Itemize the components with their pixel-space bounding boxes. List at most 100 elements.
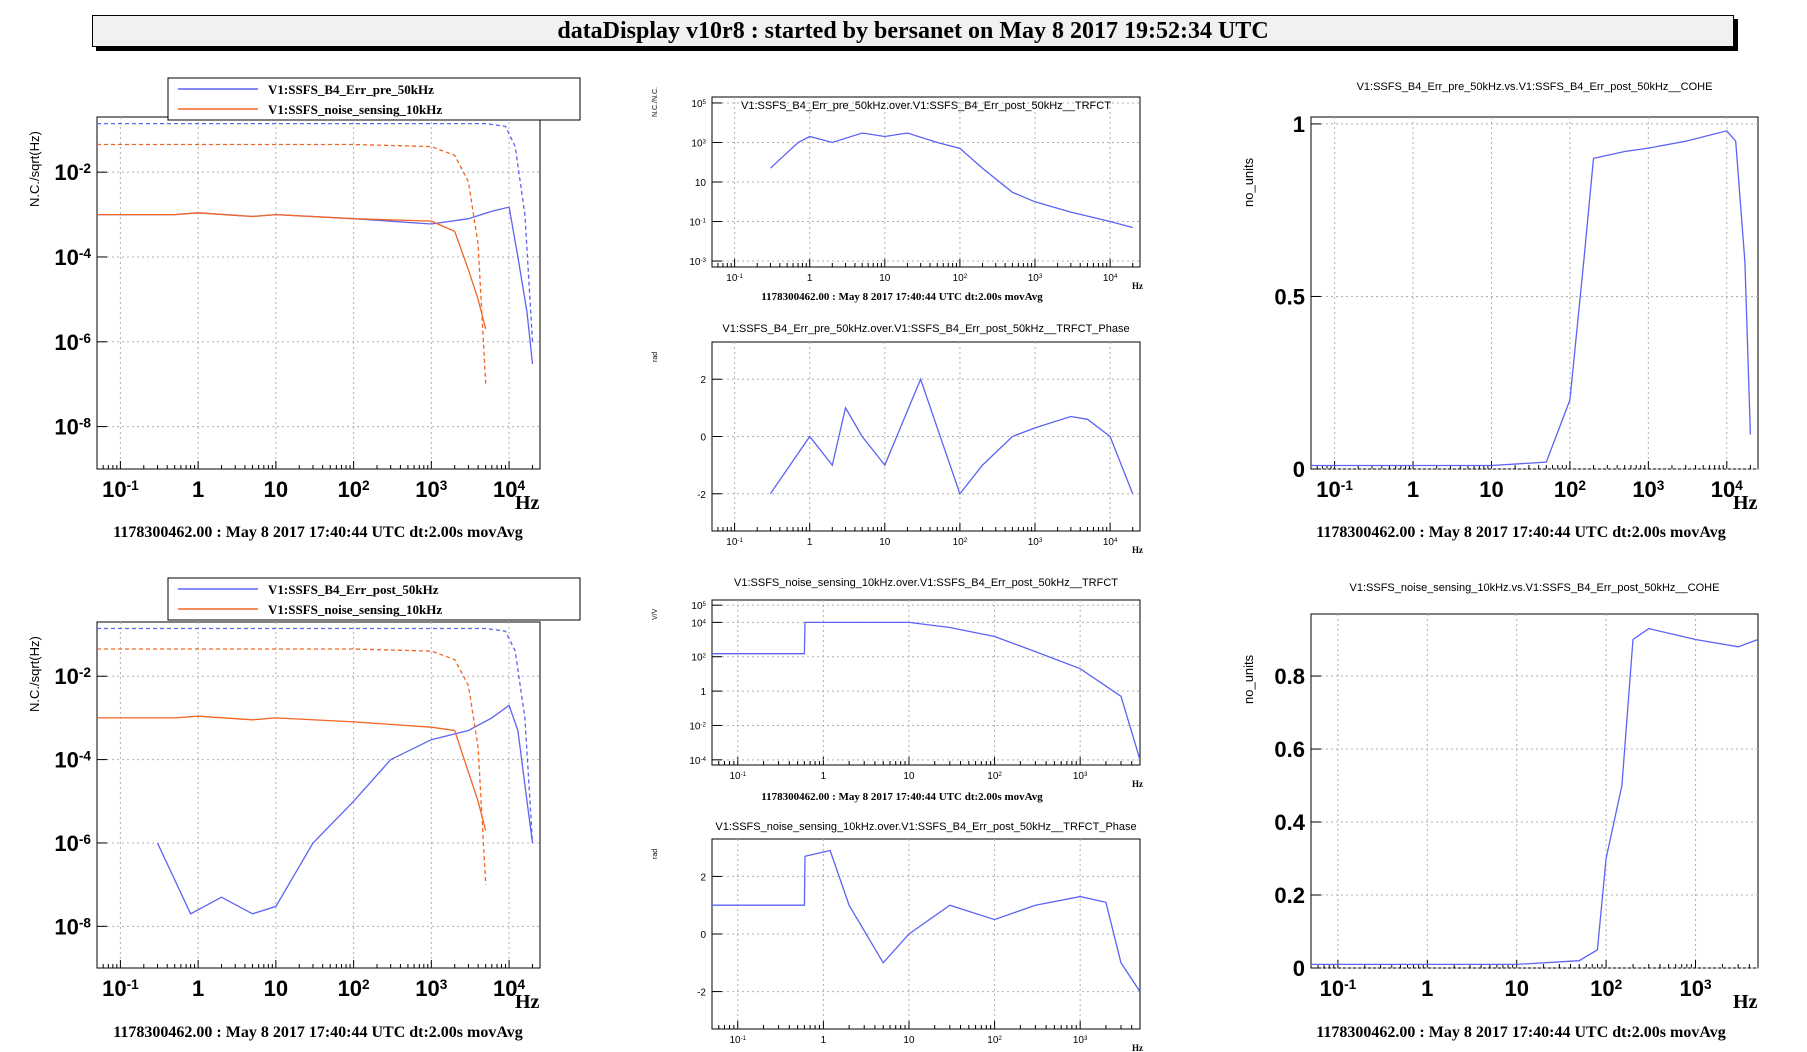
x-tick-label: 10-1 <box>729 1035 746 1047</box>
x-tick-label: 1 <box>1407 477 1419 502</box>
x-tick-label: 103 <box>415 477 447 502</box>
series-line <box>769 377 1134 496</box>
chart-title: V1:SSFS_noise_sensing_10kHz.over.V1:SSFS… <box>734 577 1118 589</box>
y-tick-label: 10-2 <box>54 664 91 689</box>
x-tick-label: 10-1 <box>726 273 743 285</box>
plot-frame <box>96 621 541 969</box>
plot-frame <box>711 341 1141 532</box>
series-line <box>769 132 1133 229</box>
y-axis-label: N.C./N.C. <box>652 87 659 117</box>
x-tick-label: 1 <box>192 976 204 1001</box>
y-tick-label: 10-4 <box>54 748 91 773</box>
chart-cohe-top: 10-1 1 10 102 103 104 1 0.5 0 Hz no_units V1:SSFS_B… <box>1241 81 1759 541</box>
legend-entry: V1:SSFS_noise_sensing_10kHz <box>268 602 442 617</box>
y-tick-label: 1 <box>700 687 706 698</box>
legend-entry: V1:SSFS_B4_Err_post_50kHz <box>268 582 439 597</box>
y-tick-label: 2 <box>700 872 706 883</box>
y-tick-label: -2 <box>697 490 706 501</box>
plot-frame <box>1310 613 1759 969</box>
x-tick-label: 104 <box>493 477 525 502</box>
series-line <box>97 212 487 330</box>
y-axis-label: V/V <box>652 608 659 620</box>
y-tick-label: 0 <box>1293 457 1305 482</box>
x-tick-label: 1 <box>1421 976 1433 1001</box>
x-tick-label: 10-1 <box>1316 477 1353 502</box>
plot-frame <box>711 96 1141 268</box>
chart-title: V1:SSFS_B4_Err_pre_50kHz.over.V1:SSFS_B4… <box>741 100 1111 112</box>
x-axis-label: Hz <box>1733 991 1758 1013</box>
chart-phase-bottom: 10-1 1 10 102 103 2 0 -2 Hz rad V1:SSFS_noise_sens… <box>652 821 1143 1052</box>
chart-footer: 1178300462.00 : May 8 2017 17:40:44 UTC … <box>113 1024 522 1041</box>
series-line <box>1311 627 1758 966</box>
x-tick-label: 102 <box>987 771 1002 783</box>
y-axis-label: N.C./sqrt(Hz) <box>27 636 42 712</box>
legend-entry: V1:SSFS_B4_Err_pre_50kHz <box>268 82 434 97</box>
y-tick-label: 0 <box>700 433 706 444</box>
x-tick-label: 1 <box>807 273 813 284</box>
chart-cohe-bottom: 10-1 1 10 102 103 0.8 0.6 0.4 0.2 0 Hz no_units V1:S… <box>1241 582 1759 1041</box>
x-axis-label: Hz <box>1733 492 1758 514</box>
y-tick-label: 10-3 <box>689 257 706 269</box>
legend-box <box>167 77 581 121</box>
x-tick-label: 103 <box>415 976 447 1001</box>
x-tick-label: 1 <box>821 1035 827 1046</box>
x-tick-label: 1 <box>807 537 813 548</box>
x-tick-label: 10 <box>1479 477 1503 502</box>
y-tick-label: 0.2 <box>1274 883 1305 908</box>
chart-footer: 1178300462.00 : May 8 2017 17:40:44 UTC … <box>113 524 522 541</box>
y-tick-label: 10-4 <box>54 245 91 270</box>
y-tick-label: 105 <box>691 601 706 613</box>
x-tick-label: 10-1 <box>729 771 746 783</box>
x-tick-label: 10 <box>903 771 915 782</box>
x-tick-label: 10 <box>264 477 288 502</box>
series-line <box>1311 130 1752 467</box>
x-axis-label: Hz <box>1132 779 1143 789</box>
x-tick-label: 10 <box>879 537 891 548</box>
series-line <box>97 715 487 831</box>
y-tick-label: 10-2 <box>54 160 91 185</box>
chart-footer: 1178300462.00 : May 8 2017 17:40:44 UTC … <box>761 791 1043 803</box>
chart-title: V1:SSFS_B4_Err_pre_50kHz.over.V1:SSFS_B4… <box>722 323 1129 335</box>
display-title: dataDisplay v10r8 : started by bersanet … <box>92 15 1734 47</box>
y-axis-label: no_units <box>1241 654 1256 704</box>
x-tick-label: 103 <box>1632 477 1664 502</box>
y-tick-label: -2 <box>697 988 706 999</box>
x-tick-label: 103 <box>1073 771 1088 783</box>
y-tick-label: 10-8 <box>54 415 91 440</box>
y-tick-label: 10-8 <box>54 914 91 939</box>
x-tick-label: 103 <box>1028 273 1043 285</box>
plot-frame <box>96 116 541 470</box>
y-axis-label: no_units <box>1241 157 1256 207</box>
x-tick-label: 10 <box>879 273 891 284</box>
x-tick-label: 1 <box>192 477 204 502</box>
y-tick-label: 10-1 <box>689 217 706 229</box>
chart-asd-bottom: 10-1 1 10 102 103 104 10-2 10-4 10-6 10-8 Hz N.C./s… <box>27 577 581 1041</box>
y-tick-label: 1 <box>1293 112 1305 137</box>
y-tick-label: 0.5 <box>1274 284 1305 309</box>
x-tick-label: 10 <box>1504 976 1528 1001</box>
series-line <box>97 122 534 342</box>
chart-footer: 1178300462.00 : May 8 2017 17:40:44 UTC … <box>1316 1024 1725 1041</box>
series-line <box>97 143 487 385</box>
y-tick-label: 10-2 <box>689 721 706 733</box>
chart-title: V1:SSFS_noise_sensing_10kHz.over.V1:SSFS… <box>715 821 1136 833</box>
series-line <box>712 621 1140 760</box>
x-tick-label: 10-1 <box>726 537 743 549</box>
chart-trf-bottom: 10-1 1 10 102 103 105 104 102 1 10-2 10-4 Hz V/V V1:S… <box>652 577 1143 803</box>
x-tick-label: 103 <box>1679 976 1711 1001</box>
plot-frame <box>711 838 1141 1030</box>
x-tick-label: 1 <box>821 771 827 782</box>
y-tick-label: 10-4 <box>689 755 706 767</box>
x-tick-label: 104 <box>493 976 525 1001</box>
series-line <box>97 627 534 844</box>
x-tick-label: 103 <box>1028 537 1043 549</box>
y-tick-label: 102 <box>691 652 706 664</box>
chart-asd-top: 10-1 1 10 102 103 104 10-2 10-4 10-6 10-8 Hz N.C./s… <box>27 77 581 541</box>
plot-frame <box>1310 116 1759 470</box>
legend-box <box>167 577 581 621</box>
series-line <box>712 849 1140 992</box>
x-tick-label: 10 <box>264 976 288 1001</box>
x-axis-label: Hz <box>515 991 540 1013</box>
chart-trf-top: 10-1 1 10 102 103 104 105 103 10 10-1 10-3 Hz N.C./N… <box>652 87 1143 303</box>
y-tick-label: 105 <box>691 98 706 110</box>
